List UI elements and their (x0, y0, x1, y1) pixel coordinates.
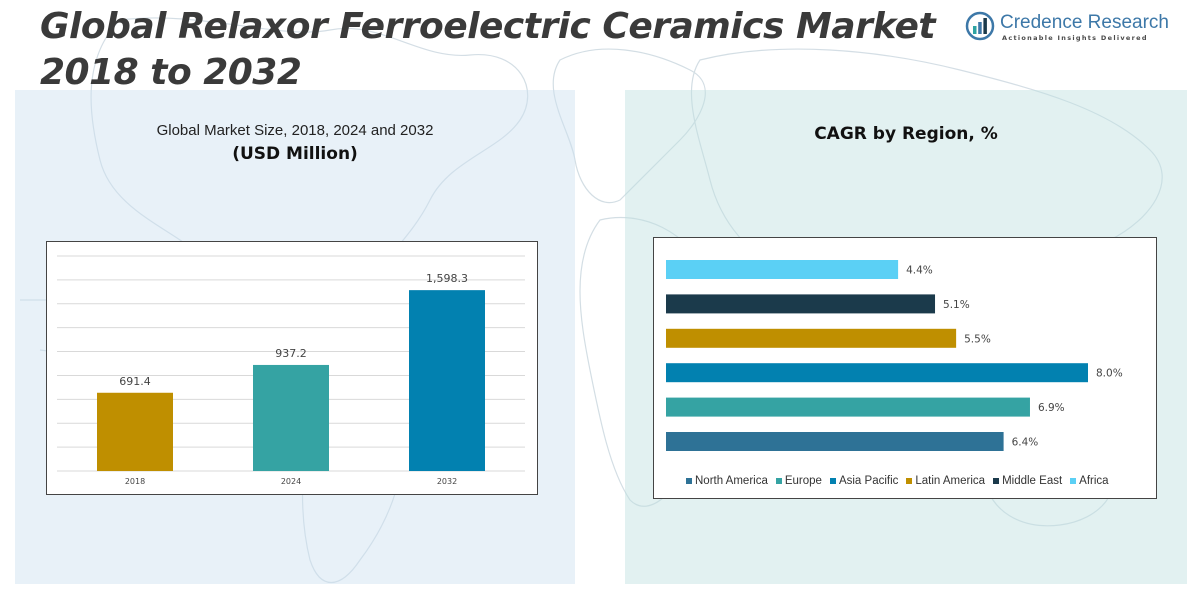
cagr-value-label: 8.0% (1096, 368, 1123, 380)
cagr-value-label: 5.1% (943, 299, 970, 311)
cagr-bar-chart: 4.4% 5.1% 5.5% 8.0% 6.9% 6.4% (666, 260, 1123, 451)
cagr-chart: 4.4% 5.1% 5.5% 8.0% 6.9% 6.4% (653, 237, 1157, 499)
x-tick-label: 2018 (125, 477, 145, 486)
legend-swatch (906, 478, 913, 484)
legend-swatch (993, 478, 1000, 484)
market-size-chart: 691.4 2018 937.2 2024 1,598.3 2032 (46, 241, 538, 495)
bar-2024 (253, 364, 329, 471)
cagr-title: CAGR by Region, % (814, 124, 998, 144)
legend-swatch (686, 478, 692, 484)
cagr-bar-latin-america (666, 328, 957, 348)
market-size-subtitle: Global Market Size, 2018, 2024 and 2032 (156, 122, 434, 139)
legend-item: Latin America (906, 475, 985, 487)
legend-swatch (775, 478, 782, 484)
market-size-unit: (USD Million) (232, 144, 358, 164)
credence-logo-icon (965, 11, 995, 41)
legend-item: North America (686, 475, 768, 487)
cagr-bar-africa (666, 260, 899, 279)
cagr-bar-north-america (666, 432, 1004, 451)
brand-tagline: Actionable Insights Delivered (1002, 34, 1148, 42)
legend-label: Middle East (1002, 475, 1063, 487)
legend-label: Europe (784, 475, 822, 487)
cagr-value-label: 6.4% (1012, 437, 1039, 449)
cagr-bar-europe (666, 397, 1030, 417)
legend-label: Africa (1079, 475, 1109, 487)
legend-item: Asia Pacific (829, 475, 899, 487)
page-title: Global Relaxor Ferroelectric Ceramics Ma… (40, 6, 936, 93)
cagr-value-label: 4.4% (906, 265, 933, 277)
x-tick-label: 2024 (281, 477, 301, 486)
cagr-bar-middle-east (666, 294, 936, 314)
legend-label: Latin America (915, 475, 986, 487)
legend-swatch (829, 478, 836, 484)
legend-swatch (1070, 478, 1077, 484)
market-size-bar-chart: 691.4 2018 937.2 2024 1,598.3 2032 (57, 255, 525, 486)
bar-2018 (97, 392, 173, 471)
cagr-value-label: 5.5% (964, 333, 991, 345)
bar-value-label: 691.4 (119, 375, 151, 388)
x-tick-label: 2032 (437, 477, 457, 486)
cagr-value-label: 6.9% (1038, 402, 1065, 414)
brand-name: Credence Research (1000, 12, 1169, 33)
cagr-legend: North America Europe Asia Pacific Latin Ame… (686, 475, 1109, 487)
legend-label: Asia Pacific (838, 475, 899, 487)
brand-logo: Credence Research Actionable Insights De… (964, 10, 1169, 46)
bar-2032 (409, 290, 485, 471)
legend-item: Middle East (993, 475, 1062, 487)
legend-item: Europe (775, 475, 822, 487)
bar-value-label: 937.2 (275, 347, 307, 360)
legend-label: North America (695, 475, 768, 487)
bar-value-label: 1,598.3 (426, 272, 468, 285)
cagr-bar-asia-pacific (666, 363, 1088, 383)
legend-item: Africa (1070, 475, 1109, 487)
